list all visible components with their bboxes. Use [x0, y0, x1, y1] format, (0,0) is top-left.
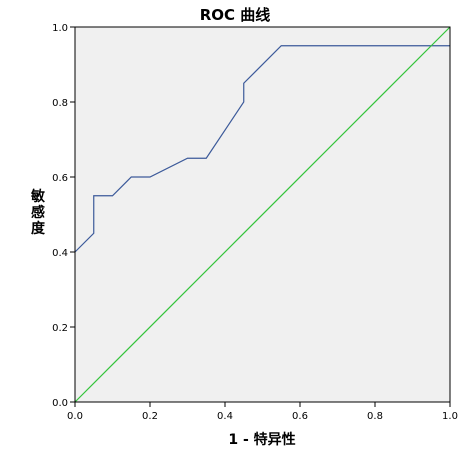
x-tick-label: 0.8 [367, 411, 383, 422]
y-tick-label: 0.8 [52, 98, 68, 109]
y-tick-label: 1.0 [52, 23, 68, 34]
series-layer [74, 26, 451, 403]
y-tick-label: 0.2 [52, 323, 68, 334]
y-axis-ticks: 0.0 0.2 0.4 0.6 0.8 1.0 [52, 23, 75, 409]
y-tick-label: 0.4 [52, 248, 68, 259]
chart-title: ROC 曲线 [200, 6, 271, 24]
x-axis-label: 1 - 特异性 [228, 431, 295, 448]
x-tick-label: 1.0 [442, 411, 458, 422]
x-tick-label: 0.4 [217, 411, 233, 422]
plot-frame [74, 26, 451, 403]
y-axis-label-text: 敏感度 [30, 188, 46, 237]
x-tick-label: 0.0 [67, 411, 83, 422]
x-tick-label: 0.6 [292, 411, 308, 422]
y-axis-label: 敏感度 [30, 188, 46, 237]
y-tick-label: 0.0 [52, 398, 68, 409]
x-axis-ticks: 0.0 0.2 0.4 0.6 0.8 1.0 [67, 402, 458, 422]
reference-diagonal-line [74, 26, 451, 403]
y-tick-label: 0.6 [52, 173, 68, 184]
x-tick-label: 0.2 [142, 411, 158, 422]
roc-curve-line [74, 45, 450, 253]
